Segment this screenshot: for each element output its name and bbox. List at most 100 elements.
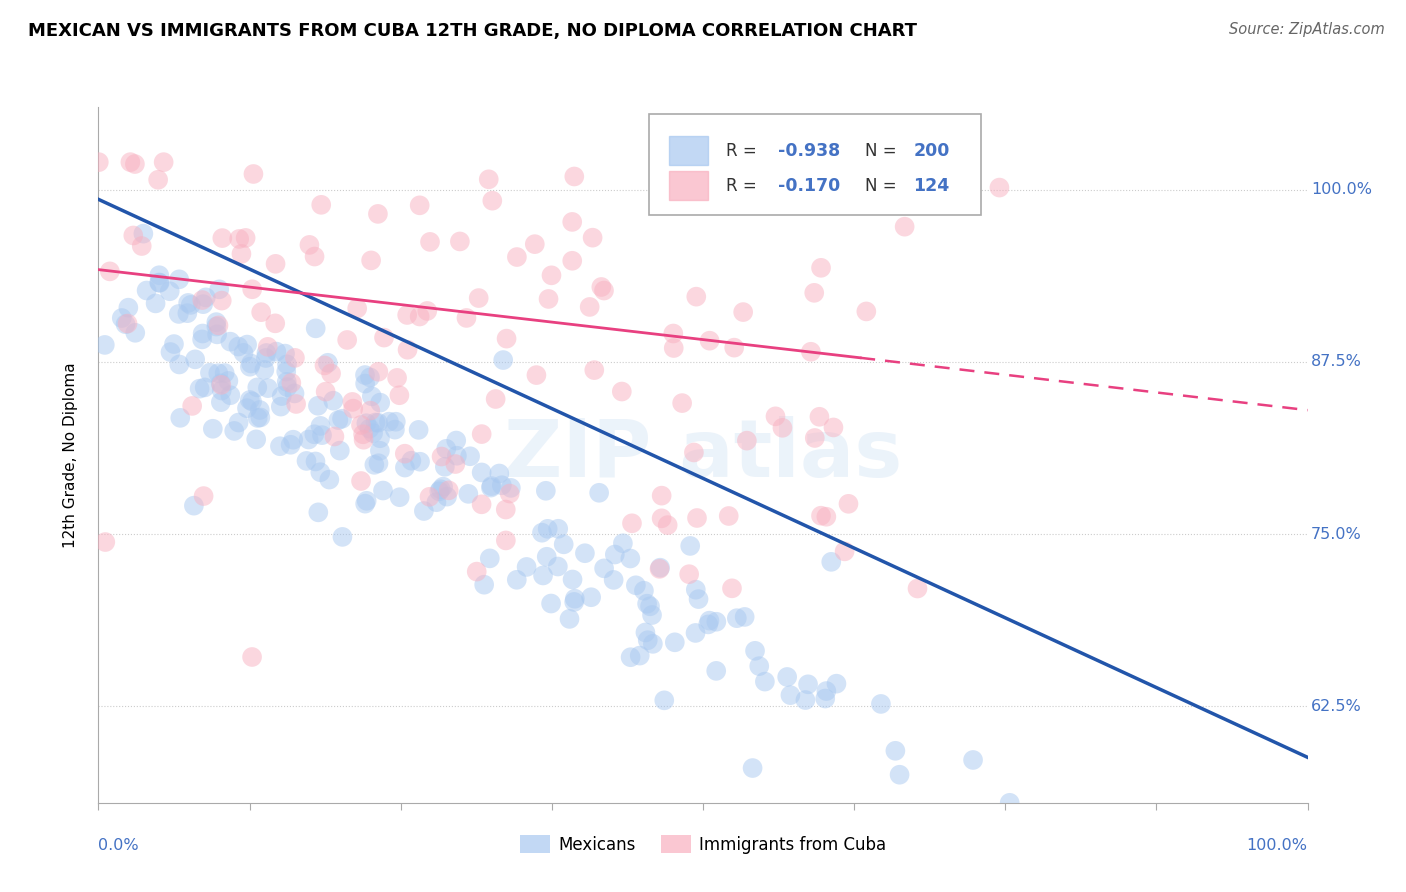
- Point: [671, 396, 693, 410]
- Point: [117, 317, 139, 331]
- Point: [191, 293, 214, 307]
- Point: [98, 264, 121, 278]
- Point: [276, 375, 298, 389]
- Point: [371, 483, 394, 498]
- Text: Source: ZipAtlas.com: Source: ZipAtlas.com: [1229, 22, 1385, 37]
- Point: [167, 272, 190, 286]
- Point: [283, 386, 305, 401]
- Point: [284, 351, 307, 365]
- Point: [257, 381, 280, 395]
- Point: [254, 346, 277, 360]
- Point: [295, 454, 318, 468]
- Point: [427, 484, 450, 499]
- Point: [309, 198, 332, 212]
- Point: [685, 626, 707, 640]
- Point: [697, 617, 720, 632]
- Point: [409, 198, 432, 212]
- Point: [231, 247, 253, 261]
- Point: [485, 392, 508, 406]
- Point: [209, 376, 232, 391]
- Point: [721, 582, 744, 596]
- Point: [254, 351, 277, 365]
- Point: [240, 282, 263, 296]
- Point: [361, 426, 384, 441]
- Point: [437, 483, 460, 498]
- Point: [574, 546, 596, 560]
- Point: [638, 599, 661, 614]
- Point: [332, 530, 354, 544]
- Point: [256, 340, 278, 354]
- Point: [620, 650, 643, 665]
- Point: [211, 384, 233, 398]
- Point: [131, 239, 153, 253]
- Text: 124: 124: [914, 177, 949, 194]
- Point: [193, 489, 215, 503]
- Point: [579, 591, 602, 605]
- Point: [651, 489, 673, 503]
- Text: 100.0%: 100.0%: [1247, 838, 1308, 853]
- Point: [368, 395, 391, 409]
- Point: [270, 389, 292, 403]
- Point: [446, 449, 468, 463]
- Point: [558, 612, 581, 626]
- Point: [342, 395, 364, 409]
- Point: [148, 276, 170, 290]
- Text: R =: R =: [725, 142, 762, 160]
- Point: [388, 388, 411, 402]
- Point: [804, 431, 827, 445]
- Point: [304, 454, 326, 468]
- Point: [562, 595, 585, 609]
- Point: [214, 366, 236, 380]
- Point: [159, 345, 181, 359]
- Point: [471, 497, 494, 511]
- Text: 87.5%: 87.5%: [1312, 354, 1362, 369]
- Point: [191, 297, 214, 311]
- Point: [540, 597, 562, 611]
- Text: -0.938: -0.938: [778, 142, 841, 160]
- Point: [495, 502, 517, 516]
- Point: [412, 504, 434, 518]
- Point: [228, 416, 250, 430]
- Point: [368, 431, 391, 445]
- Point: [523, 237, 546, 252]
- Point: [342, 401, 364, 416]
- Point: [779, 688, 801, 702]
- Point: [298, 433, 321, 447]
- Legend: Mexicans, Immigrants from Cuba: Mexicans, Immigrants from Cuba: [513, 829, 893, 861]
- Point: [506, 573, 529, 587]
- Point: [685, 290, 707, 304]
- Point: [418, 490, 440, 504]
- Point: [800, 344, 823, 359]
- Point: [152, 155, 174, 169]
- Point: [120, 155, 142, 169]
- Point: [444, 434, 467, 448]
- Point: [250, 305, 273, 319]
- Point: [495, 533, 517, 548]
- Point: [205, 319, 228, 334]
- Point: [167, 307, 190, 321]
- Text: 62.5%: 62.5%: [1312, 698, 1362, 714]
- Point: [797, 677, 820, 691]
- Point: [159, 285, 181, 299]
- Point: [534, 483, 557, 498]
- Point: [188, 382, 211, 396]
- Point: [385, 415, 408, 429]
- Point: [704, 615, 727, 629]
- Point: [456, 310, 478, 325]
- Point: [810, 508, 832, 523]
- Point: [794, 693, 817, 707]
- Point: [733, 305, 755, 319]
- Point: [688, 592, 710, 607]
- Point: [678, 567, 700, 582]
- Point: [240, 650, 263, 665]
- Point: [232, 346, 254, 360]
- Point: [270, 400, 292, 414]
- Point: [648, 562, 671, 576]
- Point: [704, 664, 727, 678]
- Point: [467, 291, 489, 305]
- Point: [194, 290, 217, 304]
- Text: N =: N =: [865, 177, 901, 194]
- Point: [328, 413, 350, 427]
- Point: [87, 155, 110, 169]
- Point: [122, 228, 145, 243]
